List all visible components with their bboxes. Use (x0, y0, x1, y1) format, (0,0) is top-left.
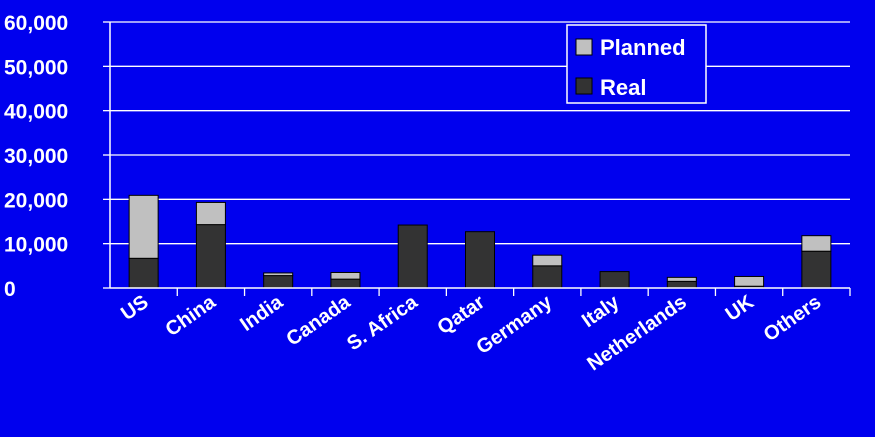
legend: Planned Real (566, 24, 707, 104)
bar-planned-china (195, 201, 226, 226)
x-category-label: India (236, 291, 288, 336)
bar-planned-uk (734, 275, 765, 287)
x-category-label: UK (722, 291, 759, 326)
bar-real-canada (330, 278, 361, 289)
y-tick-label: 20,000 (4, 189, 68, 212)
legend-swatch-planned (575, 38, 593, 56)
bar-real-india (263, 275, 294, 289)
x-category-label: Canada (283, 291, 356, 351)
x-axis (109, 22, 851, 296)
bar-real-s-africa (397, 224, 428, 289)
y-tick-label: 60,000 (4, 12, 68, 35)
y-tick-label: 40,000 (4, 101, 68, 124)
x-category-label: S. Africa (343, 291, 422, 356)
x-category-label: US (117, 291, 152, 325)
bar-real-china (195, 224, 226, 289)
y-tick-label: 10,000 (4, 234, 68, 257)
bar-planned-germany (532, 254, 563, 267)
y-tick-label: 0 (4, 278, 16, 301)
bars (128, 194, 832, 289)
bar-planned-us (128, 194, 159, 259)
bar-real-italy (599, 271, 630, 289)
gridlines (103, 21, 850, 289)
bar-planned-canada (330, 271, 361, 280)
bar-planned-others (801, 235, 832, 252)
x-category-label: Italy (578, 291, 624, 332)
legend-label-planned: Planned (600, 35, 686, 60)
bar-real-netherlands (666, 280, 697, 289)
x-category-label: Germany (472, 291, 556, 359)
bar-real-others (801, 250, 832, 289)
legend-label-real: Real (600, 75, 646, 100)
bar-real-us (128, 257, 159, 289)
x-category-label: Qatar (433, 291, 489, 339)
legend-swatch-real (575, 77, 593, 95)
x-category-label: Others (760, 291, 825, 346)
bar-real-qatar (465, 231, 495, 289)
bar-real-germany (532, 265, 563, 289)
bar-planned-india (263, 272, 294, 277)
x-category-label: China (162, 291, 221, 341)
y-tick-label: 30,000 (4, 145, 68, 168)
y-axis-tick-labels: 0 10,000 20,000 30,000 40,000 50,000 60,000 (4, 12, 68, 301)
bar-planned-netherlands (666, 276, 697, 282)
y-tick-label: 50,000 (4, 56, 68, 79)
